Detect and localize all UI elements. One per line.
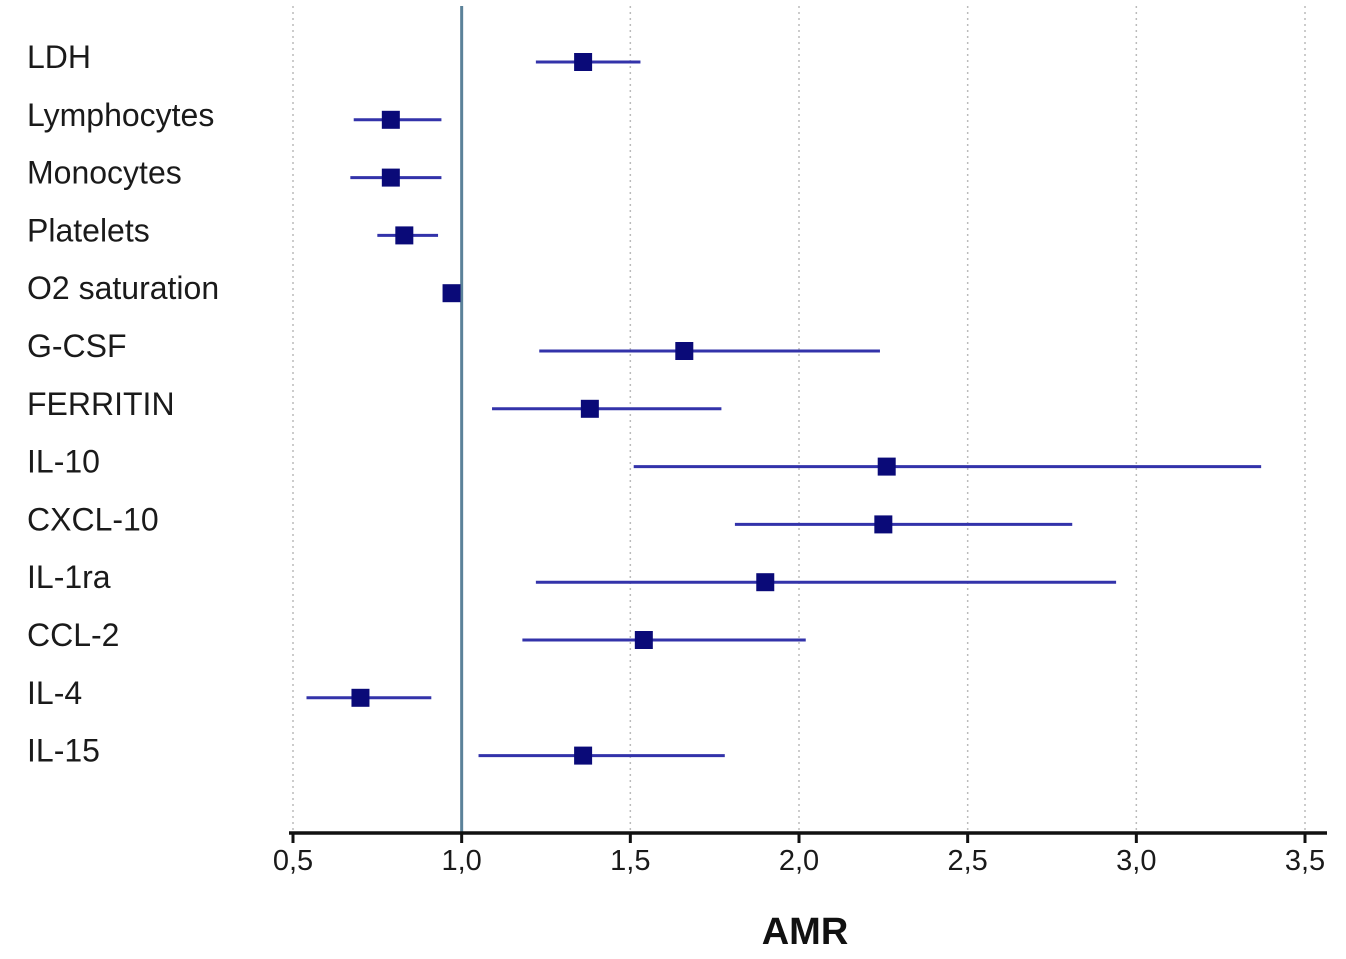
row-label: CCL-2 xyxy=(27,617,119,653)
point-estimate xyxy=(675,342,694,360)
x-tick-label: 2,5 xyxy=(948,845,988,877)
forest-row: CXCL-10 xyxy=(27,501,1073,537)
forest-row: Monocytes xyxy=(27,155,442,191)
row-label: O2 saturation xyxy=(27,270,219,306)
forest-row: O2 saturation xyxy=(27,270,461,306)
forest-row: IL-15 xyxy=(27,733,725,769)
rows-layer: LDH Lymphocytes Monocytes Platelets O2 satur… xyxy=(27,39,1262,769)
forest-row: FERRITIN xyxy=(27,386,722,422)
row-label: Platelets xyxy=(27,212,150,248)
point-estimate xyxy=(351,688,370,707)
row-label: IL-10 xyxy=(27,444,100,480)
point-estimate xyxy=(442,284,461,303)
x-tick-label: 1,5 xyxy=(610,845,650,877)
forest-row: G-CSF xyxy=(27,328,880,364)
forest-row: CCL-2 xyxy=(27,617,806,653)
row-label: IL-15 xyxy=(27,733,100,769)
point-estimate xyxy=(634,631,653,649)
row-label: FERRITIN xyxy=(27,386,175,422)
point-estimate xyxy=(874,515,893,534)
row-label: Lymphocytes xyxy=(27,97,214,133)
row-label: IL-4 xyxy=(27,675,82,711)
x-axis-title: AMR xyxy=(762,911,849,953)
forest-row: IL-4 xyxy=(27,675,432,711)
row-label: LDH xyxy=(27,39,91,75)
row-label: G-CSF xyxy=(27,328,127,364)
forest-row: IL-10 xyxy=(27,444,1262,480)
point-estimate xyxy=(580,399,599,418)
point-estimate xyxy=(877,457,896,476)
x-tick-label: 2,0 xyxy=(779,845,819,877)
row-label: Monocytes xyxy=(27,155,182,191)
x-tick-label: 1,0 xyxy=(442,845,482,877)
point-estimate xyxy=(574,746,593,765)
row-label: IL-1ra xyxy=(27,559,111,595)
point-estimate xyxy=(395,226,414,245)
x-tick-label: 3,0 xyxy=(1116,845,1156,877)
point-estimate xyxy=(574,53,593,71)
grid-layer xyxy=(292,6,1306,833)
point-estimate xyxy=(756,573,775,592)
x-tick-label: 3,5 xyxy=(1285,845,1325,877)
x-tick-label: 0,5 xyxy=(273,845,313,877)
forest-row: IL-1ra xyxy=(27,559,1117,595)
row-label: CXCL-10 xyxy=(27,501,159,537)
x-axis: 0,5 1,0 1,5 2,0 2,5 3,0 3,5 xyxy=(273,831,1327,877)
point-estimate xyxy=(381,110,400,129)
forest-row: Lymphocytes xyxy=(27,97,442,133)
forest-row: LDH xyxy=(27,39,641,75)
point-estimate xyxy=(381,168,400,187)
forest-row: Platelets xyxy=(27,212,439,248)
